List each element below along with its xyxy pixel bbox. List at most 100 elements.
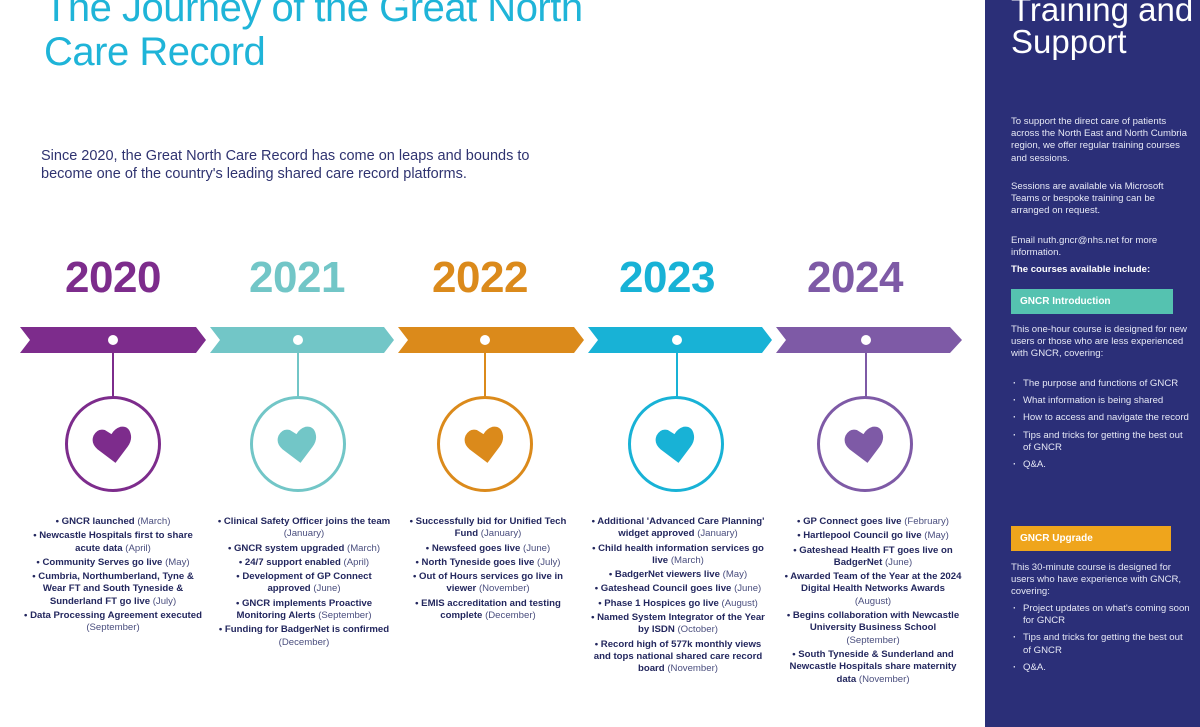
event-date: (June) <box>734 583 762 595</box>
heart-circle-2023 <box>628 396 724 492</box>
bullet-marker: • <box>793 544 800 556</box>
event-text: Gateshead Health FT goes live on BadgerN… <box>799 544 953 568</box>
bullet-marker: • <box>797 530 804 542</box>
event-date: (October) <box>677 624 718 636</box>
bullet-marker: • <box>33 530 40 542</box>
event-text: Begins collaboration with Newcastle Univ… <box>792 610 960 634</box>
event-date: (June) <box>523 542 551 554</box>
event-text: Gateshead Council goes live <box>600 583 732 595</box>
page-title: The Journey of the Great North Care Reco… <box>44 0 583 74</box>
timeline-event: • Begins collaboration with Newcastle Un… <box>783 610 963 647</box>
bullet-marker: • <box>413 571 420 583</box>
bullet-marker: • <box>784 571 791 583</box>
event-text: Record high of 577k monthly views and to… <box>593 638 763 675</box>
event-text: GNCR implements Proactive Monitoring Ale… <box>236 597 373 622</box>
connector-line-2023 <box>676 349 678 397</box>
event-text: Out of Hours services go live in viewer <box>419 571 563 595</box>
year-2022: 2022 <box>432 253 528 302</box>
timeline-event: • Out of Hours services go live in viewe… <box>398 571 578 596</box>
bullet-marker: • <box>608 569 615 581</box>
year-2024: 2024 <box>807 253 903 302</box>
event-text: Awarded Team of the Year at the 2024 Dig… <box>790 571 962 595</box>
event-text: Additional 'Advanced Care Planning' widg… <box>597 516 765 540</box>
connector-line-2020 <box>112 349 114 397</box>
timeline-event: • Additional 'Advanced Care Planning' wi… <box>588 516 768 541</box>
event-date: (July) <box>152 595 177 607</box>
timeline-event: • GNCR system upgraded (March) <box>214 543 394 555</box>
event-date: (June) <box>313 583 341 595</box>
timeline-dot-2020 <box>108 335 118 345</box>
bullet-marker: • <box>236 571 243 583</box>
bullet-marker: • <box>594 583 601 595</box>
connector-line-2022 <box>484 349 486 397</box>
bullet-marker: • <box>786 610 793 622</box>
event-date: (December) <box>485 610 536 622</box>
event-date: (May) <box>722 569 748 581</box>
course-upgrade-items: Project updates on what's coming soon fo… <box>1011 603 1191 679</box>
connector-line-2024 <box>865 349 867 397</box>
timeline-event: • Community Serves go live (May) <box>23 557 203 569</box>
bullet-marker: • <box>598 597 605 609</box>
courses-heading: The courses available include: <box>1011 264 1151 275</box>
event-date: (November) <box>478 583 530 595</box>
panel-paragraph-sessions: Sessions are available via Microsoft Tea… <box>1011 181 1164 217</box>
bullet-marker: • <box>594 638 601 650</box>
timeline-event: • Gateshead Health FT goes live on Badge… <box>783 545 963 570</box>
heart-icon <box>464 426 504 463</box>
course-topic: Project updates on what's coming soon fo… <box>1011 603 1191 627</box>
event-date: (September) <box>318 610 372 622</box>
bullet-marker: • <box>235 597 242 609</box>
event-text: Phase 1 Hospices go live <box>604 597 719 609</box>
timeline-event: • Child health information services go l… <box>588 543 768 568</box>
timeline-event: • South Tyneside & Sunderland and Newcas… <box>783 649 963 686</box>
event-date: (September) <box>86 622 140 634</box>
bullet-marker: • <box>227 542 234 554</box>
bullet-marker: • <box>409 516 416 527</box>
event-text: Data Processing Agreement executed <box>30 610 202 622</box>
event-text: Newsfeed goes live <box>431 542 521 554</box>
heart-circle-2020 <box>65 396 161 492</box>
event-text: 24/7 support enabled <box>244 556 341 568</box>
events-list-2020: • GNCR launched (March) • Newcastle Hospi… <box>23 516 203 637</box>
event-text: BadgerNet viewers live <box>614 569 720 581</box>
event-text: Child health information services go liv… <box>598 542 764 566</box>
event-date: (November) <box>858 673 910 685</box>
timeline-event: • Named System Integrator of the Year by… <box>588 612 768 637</box>
heart-icon <box>844 426 884 463</box>
event-text: South Tyneside & Sunderland and Newcastl… <box>789 648 957 685</box>
year-2020: 2020 <box>65 253 161 302</box>
bullet-marker: • <box>217 516 224 527</box>
bullet-marker: • <box>24 610 31 622</box>
event-date: (December) <box>278 636 330 648</box>
event-text: Development of GP Connect approved <box>242 571 372 595</box>
course-topic: Tips and tricks for getting the best out… <box>1011 632 1191 656</box>
timeline-dot-2024 <box>861 335 871 345</box>
bullet-marker: • <box>792 648 799 660</box>
event-date: (February) <box>904 516 949 527</box>
course-tab-introduction: GNCR Introduction <box>1011 289 1173 314</box>
event-text: Hartlepool Council go live <box>803 530 922 542</box>
event-text: GNCR launched <box>61 516 135 527</box>
heart-circle-2021 <box>250 396 346 492</box>
year-2021: 2021 <box>249 253 345 302</box>
timeline-event: • Newsfeed goes live (June) <box>398 543 578 555</box>
bullet-marker: • <box>415 556 422 568</box>
course-topic: The purpose and functions of GNCR <box>1011 378 1191 390</box>
event-text: Successfully bid for Unified Tech Fund <box>415 516 567 540</box>
timeline-event: • Phase 1 Hospices go live (August) <box>588 598 768 610</box>
event-date: (January) <box>480 528 522 540</box>
heart-circle-2024 <box>817 396 913 492</box>
event-date: (August) <box>721 597 758 609</box>
course-intro-description: This one-hour course is designed for new… <box>1011 324 1187 360</box>
event-date: (June) <box>884 556 913 568</box>
intro-text: Since 2020, the Great North Care Record … <box>41 148 530 182</box>
timeline-event: • Clinical Safety Officer joins the team… <box>214 516 394 541</box>
timeline-segment-2022 <box>398 327 584 353</box>
event-text: North Tyneside goes live <box>421 556 535 568</box>
heart-icon <box>277 426 317 463</box>
timeline-dot-2021 <box>293 335 303 345</box>
heart-circle-2022 <box>437 396 533 492</box>
event-date: (March) <box>670 554 704 566</box>
bullet-marker: • <box>218 624 225 636</box>
timeline-event: • EMIS accreditation and testing complet… <box>398 598 578 623</box>
